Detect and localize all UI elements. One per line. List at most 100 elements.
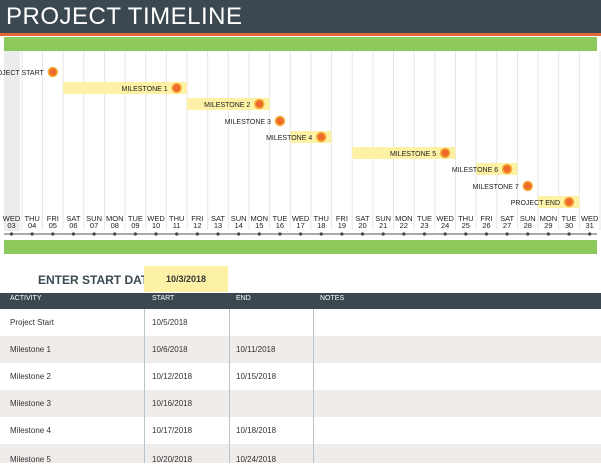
milestone-marker[interactable] [47,66,59,78]
table-row[interactable]: Milestone 4 10/17/2018 10/18/2018 [0,417,601,444]
timeline-bottom-band [4,240,597,254]
day-of-week-label: SAT [66,214,80,223]
cell-activity: Project Start [10,318,55,327]
axis-tick [71,232,76,236]
table-row[interactable]: Project Start 10/5/2018 [0,309,601,336]
day-number-label: 25 [462,221,470,230]
cell-activity: Milestone 2 [10,372,51,381]
day-of-week-label: FRI [191,214,203,223]
axis-tick [113,232,117,236]
day-of-week-label: MON [251,214,269,223]
milestone-label: MILESTONE 1 [122,86,168,93]
day-number-label: 22 [400,221,408,230]
day-of-week-label: MON [540,214,558,223]
day-number-label: 29 [544,221,552,230]
title-bar: PROJECT TIMELINE [0,0,601,33]
cell-end: 10/15/2018 [236,372,277,381]
milestone-marker[interactable] [439,147,451,159]
axis-tick [133,232,137,236]
title-accent-line [0,33,601,36]
axis-tick [92,232,96,236]
cell-activity: Milestone 1 [10,345,51,354]
cell-end: 10/24/2018 [236,455,277,464]
axis-tick [9,232,14,236]
day-number-label: 07 [90,221,98,230]
column-divider [313,309,314,463]
axis-tick [30,232,34,236]
day-number-label: 27 [503,221,511,230]
column-divider [229,309,230,463]
day-number-label: 17 [296,221,304,230]
axis-tick [422,232,427,236]
cell-start: 10/6/2018 [152,345,188,354]
column-divider [144,309,145,463]
cell-start: 10/12/2018 [152,372,193,381]
day-of-week-label: MON [106,214,124,223]
column-header-notes: NOTES [320,295,345,302]
axis-tick [51,232,55,236]
day-of-week-label: WED [436,214,454,223]
axis-tick [319,232,323,236]
milestone-label: MILESTONE 5 [390,151,436,158]
milestone-marker[interactable] [274,115,286,127]
milestone-bar[interactable] [352,147,456,159]
milestone-marker[interactable] [501,163,513,175]
day-number-label: 18 [317,221,325,230]
day-number-label: 16 [276,221,284,230]
axis-tick [360,232,365,236]
table-row[interactable]: Milestone 1 10/6/2018 10/11/2018 [0,336,601,363]
table-row[interactable]: Milestone 3 10/16/2018 [0,390,601,417]
day-of-week-label: TUE [417,214,432,223]
milestone-marker[interactable] [171,82,182,94]
axis-tick [381,232,385,236]
start-date-input[interactable]: 10/3/2018 [144,266,228,292]
cell-end: 10/18/2018 [236,426,277,435]
milestone-marker[interactable] [316,131,327,143]
milestone-marker[interactable] [522,180,533,192]
day-number-label: 06 [69,221,77,230]
axis-tick [340,232,344,236]
axis-tick [237,232,241,236]
day-number-label: 30 [565,221,573,230]
cell-start: 10/20/2018 [152,455,193,464]
day-number-label: 20 [358,221,366,230]
day-number-label: 08 [111,221,119,230]
axis-tick [526,232,530,236]
axis-tick [588,232,592,236]
milestone-label: MILESTONE 7 [473,184,519,191]
axis-tick [257,232,261,236]
day-number-label: 23 [420,221,428,230]
milestone-marker[interactable] [563,196,575,208]
table-row[interactable]: Milestone 2 10/12/2018 10/15/2018 [0,363,601,390]
milestone-label: MILESTONE 6 [452,167,498,174]
day-number-label: 15 [255,221,263,230]
day-of-week-label: THU [169,214,184,223]
axis-tick [546,232,551,236]
day-of-week-label: THU [314,214,329,223]
day-of-week-label: SAT [211,214,225,223]
milestone-label: MILESTONE 3 [225,119,271,126]
day-number-label: 14 [234,221,242,230]
axis-tick [216,232,220,236]
table-row[interactable]: Milestone 5 10/20/2018 10/24/2018 [0,444,601,464]
axis-tick [443,232,447,236]
day-of-week-label: FRI [480,214,492,223]
axis-tick [154,232,158,236]
start-column-shade [4,51,20,231]
start-date-label: ENTER START DATE: [38,273,161,287]
cell-end: 10/11/2018 [236,345,276,354]
day-number-label: 26 [482,221,490,230]
milestone-bar[interactable] [187,98,270,110]
day-of-week-label: WED [581,214,599,223]
day-of-week-label: SAT [356,214,370,223]
day-of-week-label: SUN [231,214,247,223]
day-number-label: 03 [7,221,15,230]
day-number-label: 21 [379,221,387,230]
column-header-start: START [152,295,175,302]
start-date-value: 10/3/2018 [165,274,207,284]
day-of-week-label: WED [3,214,21,223]
milestone-bar[interactable] [63,82,188,94]
milestone-marker[interactable] [254,98,265,110]
milestone-label: PROJECT END [511,200,560,207]
